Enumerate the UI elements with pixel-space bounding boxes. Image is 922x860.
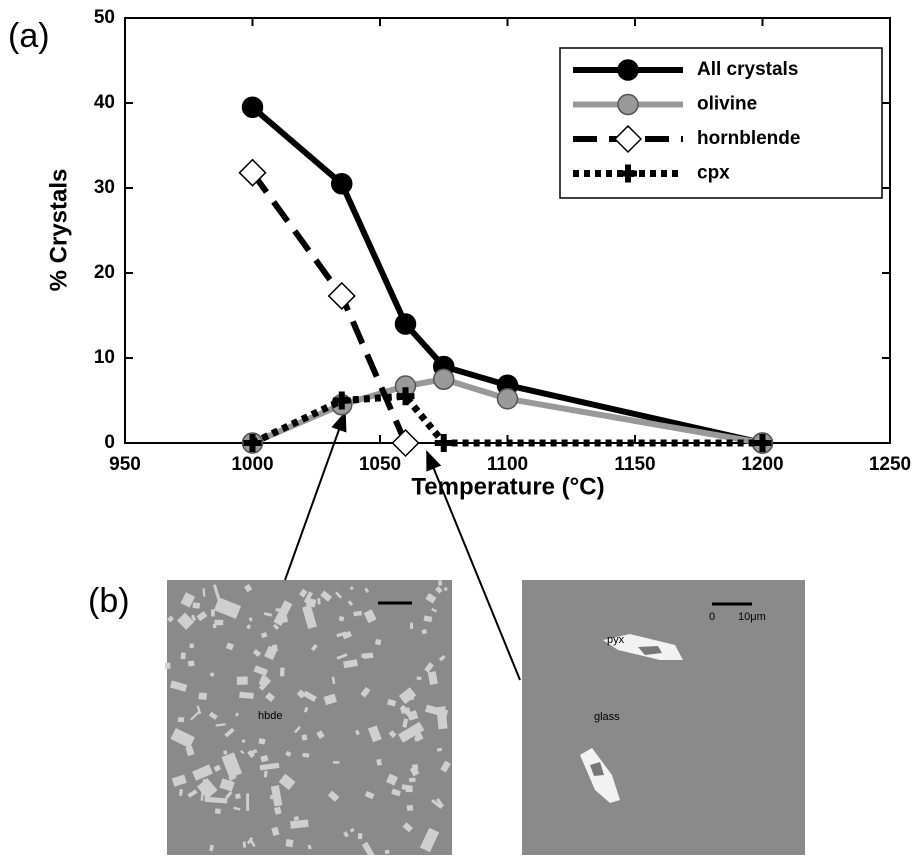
x-tick-label: 1000 — [231, 454, 273, 475]
crystal — [246, 793, 249, 810]
scale-label: 10μm — [738, 611, 766, 623]
x-tick-label: 1200 — [741, 454, 783, 475]
crystal — [285, 839, 293, 847]
crystal — [215, 808, 221, 814]
y-axis-label: % Crystals — [45, 169, 72, 292]
micrograph — [165, 580, 452, 855]
y-tick-label: 50 — [94, 7, 115, 28]
panel-label: (b) — [88, 582, 130, 620]
crystal — [237, 676, 248, 684]
y-tick-label: 40 — [94, 92, 115, 113]
y-tick-label: 10 — [94, 347, 115, 368]
crystal — [333, 761, 339, 763]
crystal — [438, 580, 442, 585]
crystal — [280, 667, 285, 676]
legend-label: hornblende — [697, 128, 800, 149]
mineral-label: hbde — [258, 710, 282, 722]
crystal — [165, 662, 170, 668]
crystal — [193, 602, 201, 608]
crystal — [444, 587, 448, 591]
marker — [396, 314, 416, 334]
crystal — [358, 833, 363, 839]
crystal — [317, 598, 320, 604]
crystal — [188, 660, 195, 666]
crystal — [181, 652, 186, 659]
legend-marker — [618, 60, 638, 80]
arrow — [285, 413, 345, 580]
crystal — [272, 644, 278, 651]
y-tick-label: 0 — [104, 432, 115, 453]
crystal — [302, 753, 309, 758]
crystal — [301, 734, 307, 740]
y-tick-label: 20 — [94, 262, 115, 283]
crystal — [375, 639, 381, 645]
crystal — [407, 805, 414, 811]
scale-label: 0 — [709, 611, 715, 623]
marker — [243, 97, 263, 117]
crystal — [276, 608, 283, 611]
matrix-label: glass — [594, 711, 620, 723]
legend-label: cpx — [697, 163, 730, 184]
marker — [329, 283, 355, 309]
x-tick-label: 1050 — [359, 454, 401, 475]
figure: (a) (b) Temperature (°C) % Crystals hbde… — [0, 0, 922, 855]
crystal — [178, 717, 184, 722]
crystal — [409, 777, 416, 782]
crystal — [242, 739, 246, 743]
legend-marker — [618, 95, 638, 115]
crystal — [385, 850, 390, 855]
x-tick-label: 950 — [109, 454, 141, 475]
x-tick-label: 1150 — [614, 454, 655, 475]
crystal — [376, 759, 382, 766]
x-tick-label: 1250 — [869, 454, 911, 475]
mineral-label: pyx — [607, 634, 625, 646]
crystal — [198, 693, 207, 700]
crystal — [211, 609, 215, 616]
crystal — [214, 620, 223, 625]
x-tick-label: 1100 — [487, 454, 528, 475]
crystal — [239, 692, 254, 699]
crystal — [410, 623, 413, 629]
series-line — [253, 173, 406, 443]
legend-label: All crystals — [697, 59, 798, 80]
crystal — [361, 653, 371, 658]
y-tick-label: 30 — [94, 177, 115, 198]
marker — [498, 389, 518, 409]
marker — [434, 369, 454, 389]
panel-label: (a) — [8, 17, 50, 55]
crystal — [190, 643, 194, 648]
crystal — [402, 784, 410, 790]
marker — [332, 174, 352, 194]
legend-label: olivine — [697, 94, 757, 115]
crystal — [243, 841, 246, 847]
marker — [393, 430, 419, 456]
